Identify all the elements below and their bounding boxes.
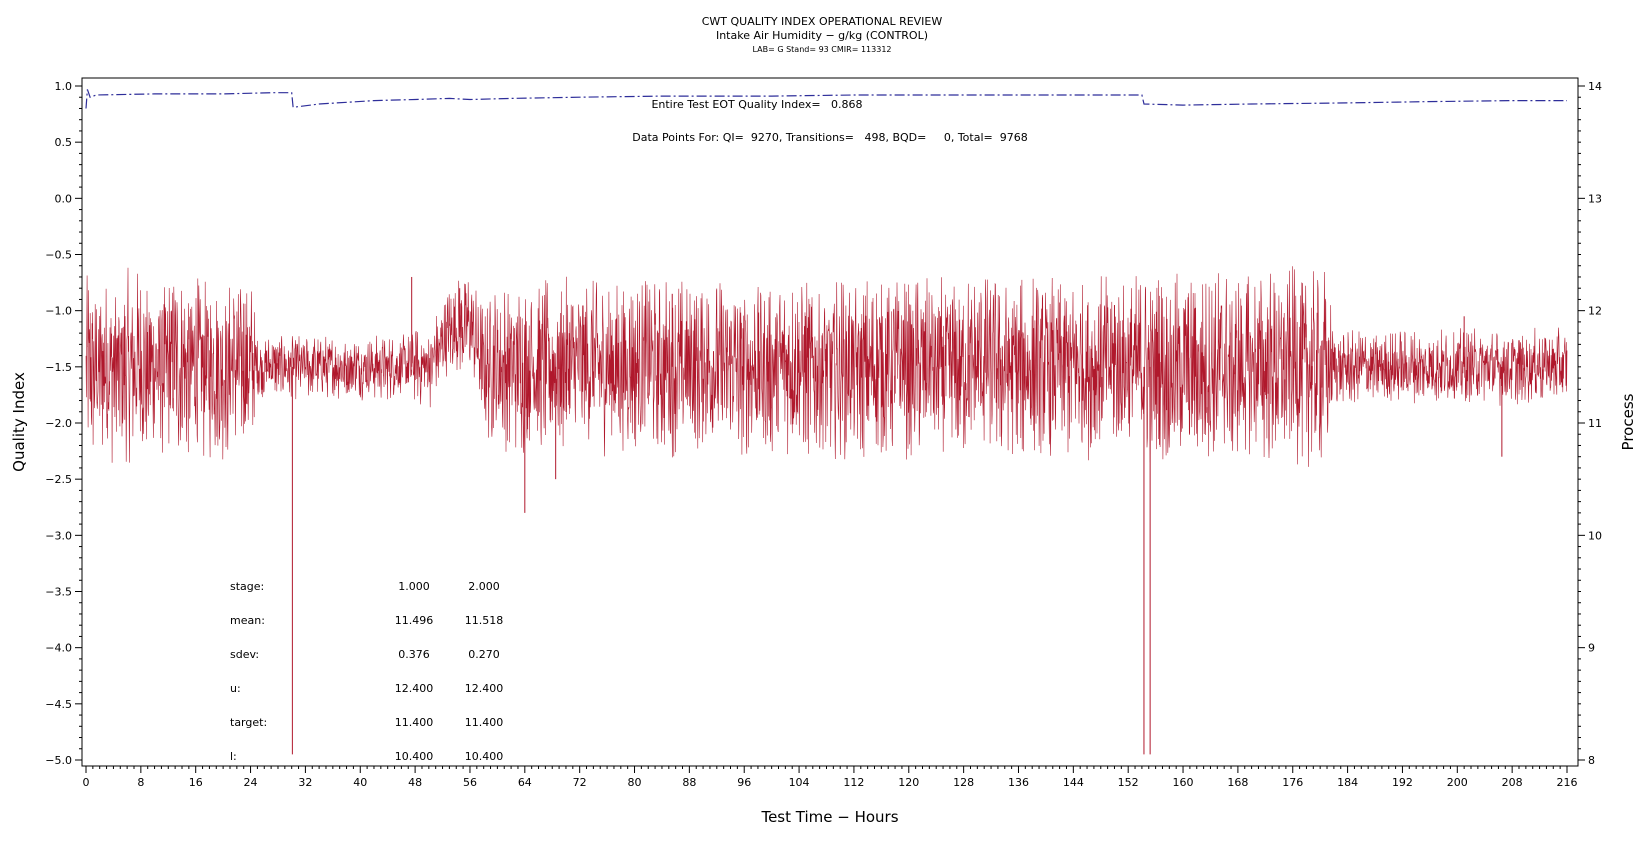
x-tick-label: 16 <box>189 776 203 789</box>
x-tick-label: 152 <box>1118 776 1139 789</box>
stats-cell: 11.400 <box>395 716 434 729</box>
y-right-tick-label: 8 <box>1588 754 1595 767</box>
stats-cell: 0.376 <box>398 648 430 661</box>
x-tick-label: 96 <box>737 776 751 789</box>
plot-frame <box>81 77 1579 767</box>
x-tick-label: 40 <box>353 776 367 789</box>
process-trace <box>85 266 1568 467</box>
x-tick-label: 72 <box>573 776 587 789</box>
x-tick-label: 192 <box>1392 776 1413 789</box>
y-left-tick-label: −3.5 <box>45 586 72 599</box>
x-tick-label: 24 <box>244 776 258 789</box>
x-tick-label: 184 <box>1337 776 1358 789</box>
stats-cell: 12.400 <box>395 682 434 695</box>
y-left-tick-label: 0.5 <box>55 136 73 149</box>
stats-cell: 11.496 <box>395 614 434 627</box>
x-tick-label: 200 <box>1447 776 1468 789</box>
y-left-tick-label: 0.0 <box>55 192 73 205</box>
y-left-tick-label: −2.0 <box>45 417 72 430</box>
x-tick-label: 176 <box>1282 776 1303 789</box>
stats-cell: mean: <box>230 614 265 627</box>
y-left-tick-label: −3.0 <box>45 529 72 542</box>
y-right-tick-label: 11 <box>1588 417 1602 430</box>
data-points-note: Data Points For: QI= 9270, Transitions= … <box>632 131 1027 144</box>
stats-cell: 10.400 <box>465 750 504 763</box>
stats-header-cell: 1.000 <box>398 580 430 593</box>
stats-cell: l: <box>230 750 237 763</box>
x-tick-label: 208 <box>1502 776 1523 789</box>
y-axis-title-right: Process <box>1619 393 1637 450</box>
stats-cell: 11.518 <box>465 614 504 627</box>
x-tick-label: 32 <box>298 776 312 789</box>
x-axis-title: Test Time − Hours <box>760 808 898 826</box>
eot-quality-index-note: Entire Test EOT Quality Index= 0.868 <box>651 98 862 111</box>
chart-subtitle: Intake Air Humidity − g/kg (CONTROL) <box>716 29 928 42</box>
chart-title: CWT QUALITY INDEX OPERATIONAL REVIEW <box>702 15 943 28</box>
x-tick-label: 104 <box>789 776 810 789</box>
x-tick-label: 64 <box>518 776 532 789</box>
y-left-tick-label: 1.0 <box>55 80 73 93</box>
x-tick-label: 8 <box>137 776 144 789</box>
stats-cell: 0.270 <box>468 648 500 661</box>
x-tick-label: 0 <box>83 776 90 789</box>
stats-cell: u: <box>230 682 241 695</box>
process-series <box>85 266 1568 755</box>
stats-cell: sdev: <box>230 648 259 661</box>
x-tick-label: 112 <box>843 776 864 789</box>
y-left-tick-label: −4.5 <box>45 698 72 711</box>
x-tick-label: 144 <box>1063 776 1084 789</box>
chart-subtitle-small: LAB= G Stand= 93 CMIR= 113312 <box>752 45 891 54</box>
y-right-tick-label: 10 <box>1588 529 1602 542</box>
y-left-tick-label: −1.0 <box>45 305 72 318</box>
x-tick-label: 160 <box>1173 776 1194 789</box>
y-left-tick-label: −0.5 <box>45 249 72 262</box>
y-left-tick-label: −5.0 <box>45 754 72 767</box>
x-tick-label: 120 <box>898 776 919 789</box>
y-left-tick-label: −1.5 <box>45 361 72 374</box>
x-tick-label: 216 <box>1557 776 1578 789</box>
x-tick-label: 80 <box>628 776 642 789</box>
y-right-tick-label: 9 <box>1588 642 1595 655</box>
stats-cell: 11.400 <box>465 716 504 729</box>
x-tick-label: 168 <box>1227 776 1248 789</box>
y-left-tick-label: −2.5 <box>45 473 72 486</box>
axes: 0 8 16 24 32 40 48 56 64 72 80 88 96 104 112 120 128 136 1… <box>45 80 1602 789</box>
x-tick-label: 88 <box>682 776 696 789</box>
stats-header-cell: stage: <box>230 580 264 593</box>
stats-table: stage: 1.000 2.000 mean: 11.496 11.518 sdev: 0.… <box>230 580 503 763</box>
y-left-tick-label: −4.0 <box>45 642 72 655</box>
x-tick-label: 128 <box>953 776 974 789</box>
y-right-tick-label: 13 <box>1588 192 1602 205</box>
stats-header-cell: 2.000 <box>468 580 500 593</box>
y-right-tick-label: 12 <box>1588 305 1602 318</box>
x-tick-label: 48 <box>408 776 422 789</box>
stats-cell: 12.400 <box>465 682 504 695</box>
x-tick-label: 136 <box>1008 776 1029 789</box>
stats-cell: target: <box>230 716 267 729</box>
stats-cell: 10.400 <box>395 750 434 763</box>
x-tick-label: 56 <box>463 776 477 789</box>
y-axis-title-left: Quality Index <box>10 372 28 472</box>
y-right-tick-label: 14 <box>1588 80 1602 93</box>
